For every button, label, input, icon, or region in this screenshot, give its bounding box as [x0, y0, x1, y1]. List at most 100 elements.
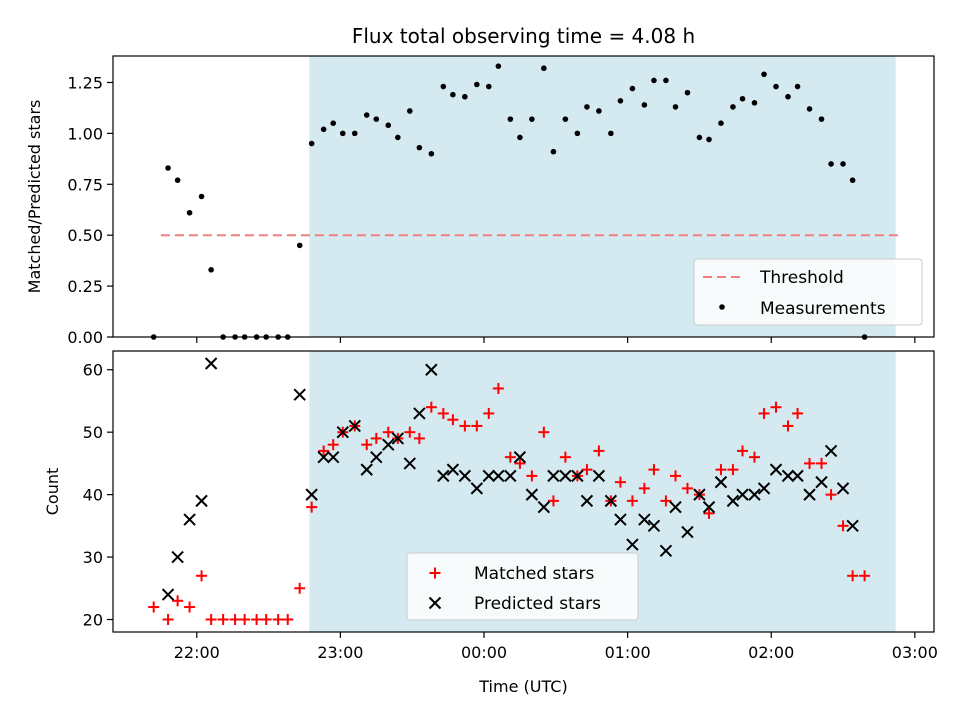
- predicted-star-point: [702, 500, 716, 514]
- predicted-star-point: [836, 482, 850, 495]
- measurement-point: [663, 77, 669, 84]
- matched-star-point: [162, 614, 174, 626]
- matched-star-point: [703, 507, 715, 519]
- measurement-point: [849, 177, 856, 184]
- matched-star-point: [370, 432, 382, 444]
- measurement-point: [761, 71, 767, 78]
- predicted-star-stroke-b: [846, 519, 859, 533]
- measurement-point: [806, 106, 813, 112]
- predicted-star-stroke-b: [638, 513, 651, 526]
- y-tick-label: 1.25: [67, 73, 103, 92]
- predicted-star-point: [714, 475, 728, 489]
- matched-star-point: [437, 407, 449, 419]
- predicted-star-stroke-b: [702, 500, 716, 514]
- predicted-star-stroke-b: [836, 482, 850, 495]
- measurement-point: [751, 100, 758, 106]
- predicted-star-point: [204, 357, 218, 370]
- matched-star-point: [404, 426, 416, 438]
- matched-star-point: [272, 614, 284, 626]
- predicted-star-stroke-b: [437, 469, 450, 483]
- top-x-ticks: [196, 337, 916, 343]
- predicted-star-stroke-b: [748, 488, 761, 501]
- matched-star-point: [251, 614, 263, 626]
- matched-star-point: [526, 470, 538, 482]
- predicted-star-stroke-b: [458, 469, 472, 483]
- measurement-point: [672, 104, 679, 110]
- bottom-legend: Matched stars Predicted stars: [406, 552, 639, 621]
- predicted-star-point: [458, 469, 472, 483]
- predicted-star-stroke-b: [626, 538, 639, 551]
- predicted-star-point: [571, 469, 584, 483]
- measurement-point: [165, 165, 171, 171]
- predicted-star-point: [382, 438, 395, 451]
- measurement-point: [629, 85, 636, 92]
- predicted-star-point: [183, 513, 196, 526]
- y-tick-label: 40: [83, 486, 103, 505]
- predicted-star-point: [669, 500, 682, 514]
- chart-title: Flux total observing time = 4.08 h: [352, 24, 695, 48]
- y-tick-label: 0.50: [67, 226, 103, 245]
- y-tick-label: 1.00: [67, 124, 103, 143]
- predicted-star-point: [693, 488, 706, 501]
- bottom-legend-box: [406, 552, 639, 621]
- measurement-point: [385, 122, 392, 129]
- predicted-star-stroke-b: [204, 357, 218, 370]
- measurement-point: [462, 93, 468, 100]
- matched-star-point: [614, 476, 626, 488]
- predicted-star-point: [370, 450, 383, 464]
- legend-predicted-marker: [428, 596, 442, 610]
- predicted-star-point: [437, 469, 450, 483]
- matched-star-point: [229, 614, 241, 626]
- predicted-star-point: [769, 463, 783, 476]
- predicted-star-stroke-b: [482, 469, 496, 483]
- x-tick-label: 22:00: [174, 643, 220, 662]
- matched-star-point: [648, 464, 660, 476]
- predicted-star-stroke-b: [571, 469, 584, 483]
- predicted-star-point: [482, 469, 496, 483]
- predicted-star-point: [659, 544, 673, 558]
- measurement-point: [696, 134, 703, 141]
- predicted-star-point: [327, 450, 340, 464]
- predicted-star-stroke-b: [293, 388, 306, 401]
- predicted-star-stroke-b: [504, 469, 517, 483]
- matched-star-point: [239, 614, 251, 626]
- bottom-y-axis-label: Count: [43, 468, 62, 516]
- predicted-star-point: [736, 488, 749, 501]
- measurement-point: [718, 120, 724, 126]
- predicted-star-point: [525, 488, 539, 501]
- matched-star-point: [306, 501, 318, 513]
- top-legend: Threshold Measurements: [693, 258, 923, 326]
- predicted-star-stroke-b: [781, 469, 795, 483]
- legend-threshold-label: Threshold: [759, 268, 844, 288]
- predicted-star-point: [161, 588, 175, 601]
- measurement-point: [651, 77, 657, 84]
- predicted-star-point: [293, 388, 306, 401]
- predicted-star-stroke-b: [513, 450, 527, 464]
- predicted-star-stroke-b: [305, 488, 318, 501]
- predicted-star-point: [757, 482, 771, 495]
- measurement-point: [198, 193, 205, 200]
- legend-predicted-label: Predicted stars: [474, 594, 601, 614]
- predicted-star-stroke-b: [470, 482, 484, 495]
- predicted-star-point: [492, 469, 505, 483]
- measurement-point: [541, 65, 547, 72]
- predicted-star-stroke-b: [803, 488, 816, 501]
- legend-matched-label: Matched stars: [474, 564, 594, 584]
- predicted-star-point: [391, 432, 405, 445]
- top-y-axis-label: Matched/Predicted stars: [25, 100, 44, 294]
- legend-measurements-label: Measurements: [760, 299, 886, 319]
- predicted-star-point: [681, 525, 694, 539]
- predicted-star-point: [726, 494, 740, 508]
- matched-star-point: [593, 445, 605, 457]
- matched-star-point: [626, 495, 638, 507]
- y-tick-label: 20: [83, 611, 103, 630]
- measurement-point: [739, 95, 746, 102]
- top-panel: 0.00 0.25 0.50 0.75 1.00 1.25 Flux total obse…: [25, 24, 935, 347]
- y-tick-label: 0.00: [67, 328, 103, 347]
- legend-matched-marker: [429, 567, 441, 579]
- top-legend-box: [693, 258, 923, 326]
- matched-star-point: [483, 407, 495, 419]
- matched-star-point: [727, 464, 739, 476]
- x-tick-label: 02:00: [748, 643, 794, 662]
